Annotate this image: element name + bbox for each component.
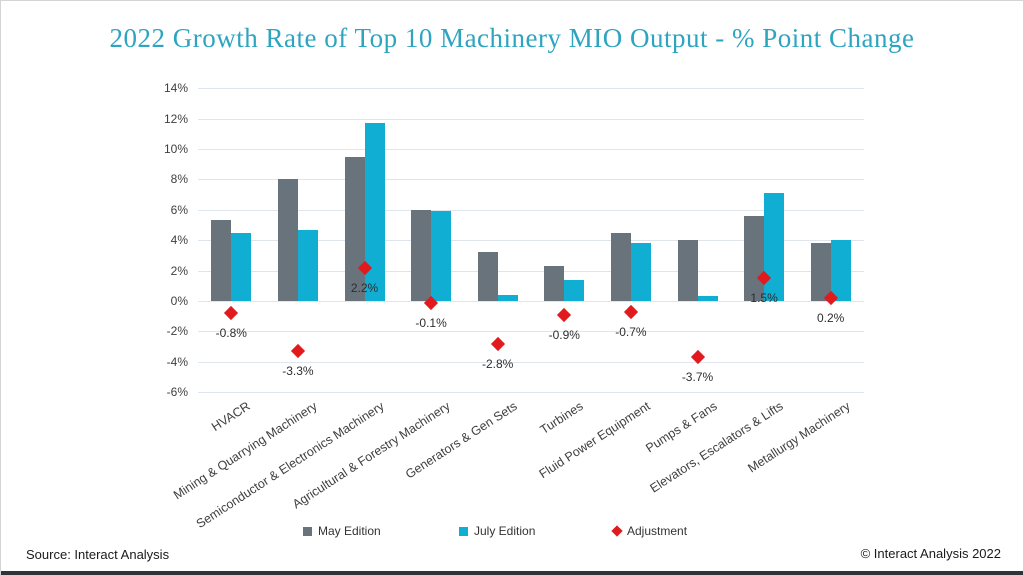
bar-july-edition	[764, 193, 785, 301]
adjustment-value-label: 0.2%	[817, 310, 845, 325]
bar-may-edition	[477, 252, 498, 301]
adjustment-value-label: -2.8%	[482, 356, 514, 371]
adjustment-value-label: -0.9%	[548, 327, 580, 342]
adjustment-value-label: 1.5%	[750, 291, 778, 306]
chart-title: 2022 Growth Rate of Top 10 Machinery MIO…	[109, 23, 915, 53]
bar-may-edition	[544, 266, 565, 301]
adjustment-marker	[224, 306, 239, 321]
bar-may-edition	[411, 209, 432, 301]
adjustment-marker	[490, 336, 505, 351]
gridline	[198, 271, 864, 272]
y-axis-tick-label: 10%	[163, 142, 188, 156]
y-axis-tick-label: 0%	[170, 294, 188, 308]
adjustment-value-label: -0.7%	[615, 324, 647, 339]
july-edition-swatch-icon	[459, 526, 468, 536]
gridline	[198, 88, 864, 89]
legend-label-july-edition: July Edition	[474, 524, 536, 538]
gridline	[198, 331, 864, 332]
category-label: Pumps & Fans	[642, 399, 720, 456]
y-axis-tick-label: 12%	[163, 112, 188, 126]
adjustment-value-label: 2.2%	[350, 280, 379, 295]
bar-may-edition	[277, 179, 298, 301]
adjustment-marker	[623, 304, 638, 319]
legend-label-adjustment: Adjustment	[627, 524, 688, 538]
gridline	[198, 392, 864, 393]
legend-label-may-edition: May Edition	[318, 524, 381, 538]
source-note: Source: Interact Analysis	[26, 547, 170, 562]
gridline	[198, 362, 864, 363]
adjustment-marker	[557, 307, 572, 322]
bar-may-edition	[610, 232, 631, 301]
y-axis-tick-label: -2%	[166, 324, 188, 338]
category-label: Metallurgy Machinery	[745, 399, 853, 476]
bar-may-edition	[211, 220, 232, 301]
y-axis-tick-label: 4%	[170, 233, 188, 247]
bar-july-edition	[497, 294, 518, 301]
bar-may-edition	[344, 156, 365, 301]
bar-july-edition	[297, 229, 318, 301]
bar-july-edition	[697, 296, 718, 301]
legend-item-adjustment: Adjustment	[611, 524, 688, 538]
bar-may-edition	[677, 240, 698, 301]
copyright-note: © Interact Analysis 2022	[860, 546, 1001, 561]
adjustment-value-label: -0.1%	[415, 315, 447, 330]
gridline	[198, 119, 864, 120]
bar-july-edition	[364, 123, 385, 301]
bottom-accent-bar	[1, 571, 1023, 575]
adjustment-value-label: -0.8%	[215, 326, 247, 341]
bar-july-edition	[830, 240, 851, 301]
may-edition-swatch-icon	[303, 526, 312, 536]
bar-july-edition	[431, 211, 452, 301]
gridline	[198, 240, 864, 241]
adjustment-marker	[290, 344, 305, 359]
category-label: Elevators, Escalators & Lifts	[647, 399, 786, 496]
legend-item-may-edition: May Edition	[303, 524, 381, 538]
bar-july-edition	[564, 279, 585, 301]
bar-july-edition	[630, 243, 651, 301]
legend-item-july-edition: July Edition	[459, 524, 535, 538]
gridline	[198, 179, 864, 180]
adjustment-value-label: -3.7%	[681, 370, 714, 385]
gridline	[198, 210, 864, 211]
bar-may-edition	[810, 243, 831, 301]
y-axis-tick-label: -6%	[166, 385, 188, 399]
y-axis-tick-label: -4%	[166, 355, 188, 369]
y-axis-tick-label: 8%	[170, 172, 188, 186]
adjustment-diamond-icon	[611, 525, 623, 537]
y-axis-tick-label: 6%	[170, 203, 188, 217]
bar-july-edition	[231, 232, 252, 301]
y-axis-tick-label: 14%	[163, 81, 188, 95]
adjustment-value-label: -3.3%	[282, 364, 314, 379]
gridline	[198, 149, 864, 150]
gridline	[198, 301, 864, 302]
bar-may-edition	[744, 215, 765, 301]
y-axis-tick-label: 2%	[170, 264, 188, 278]
